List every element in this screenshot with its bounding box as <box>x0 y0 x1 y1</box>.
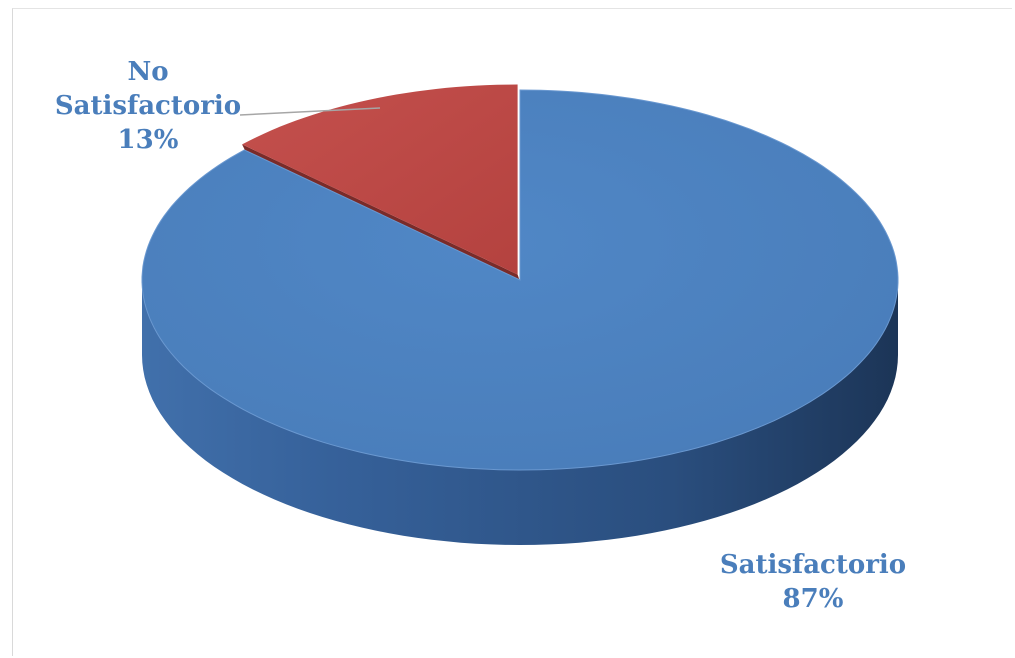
slice-no-satisfactorio <box>242 84 518 275</box>
slice-side-no-satisfactorio <box>242 144 520 281</box>
leader-line-no-satisfactorio <box>239 107 381 116</box>
slice-satisfactorio <box>141 89 899 471</box>
label-no-satisfactorio: No Satisfactorio 13% <box>55 57 241 155</box>
chart-frame <box>12 8 1012 656</box>
slice-side-satisfactorio <box>142 280 898 545</box>
label-satisfactorio: Satisfactorio 87% <box>720 550 906 614</box>
